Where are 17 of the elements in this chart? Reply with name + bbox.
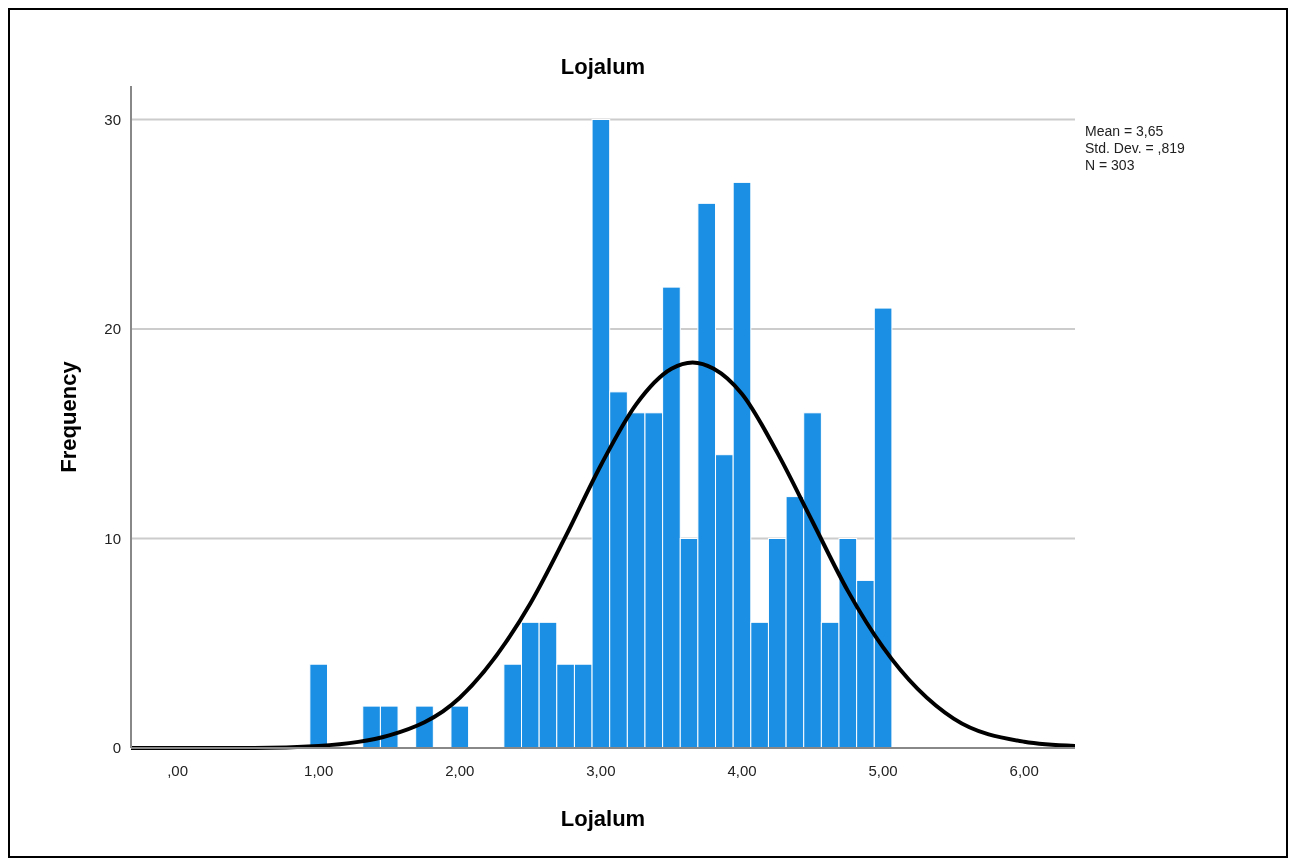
- text: Std. Dev. = ,819: [1085, 140, 1185, 156]
- x-tick-label: 1,00: [304, 762, 334, 779]
- y-tick-label: 10: [104, 529, 121, 547]
- x-tick-label: 2,00: [445, 762, 475, 779]
- text: N = 303: [1085, 157, 1135, 173]
- x-tick-label: 6,00: [1009, 762, 1039, 779]
- text: Mean = 3,65: [1085, 123, 1164, 139]
- x-axis-title: Lojalum: [560, 806, 646, 831]
- y-tick-label: 30: [104, 110, 121, 128]
- x-tick-label: ,00: [167, 762, 188, 779]
- x-tick-label: 4,00: [727, 762, 757, 779]
- x-tick-label: 5,00: [868, 762, 898, 779]
- y-tick-label: 0: [112, 739, 121, 757]
- chart-title: Lojalum: [560, 54, 646, 79]
- x-tick-label: 3,00: [586, 762, 616, 779]
- y-tick-label: 20: [104, 320, 121, 338]
- y-axis-title: Frequency: [56, 360, 81, 473]
